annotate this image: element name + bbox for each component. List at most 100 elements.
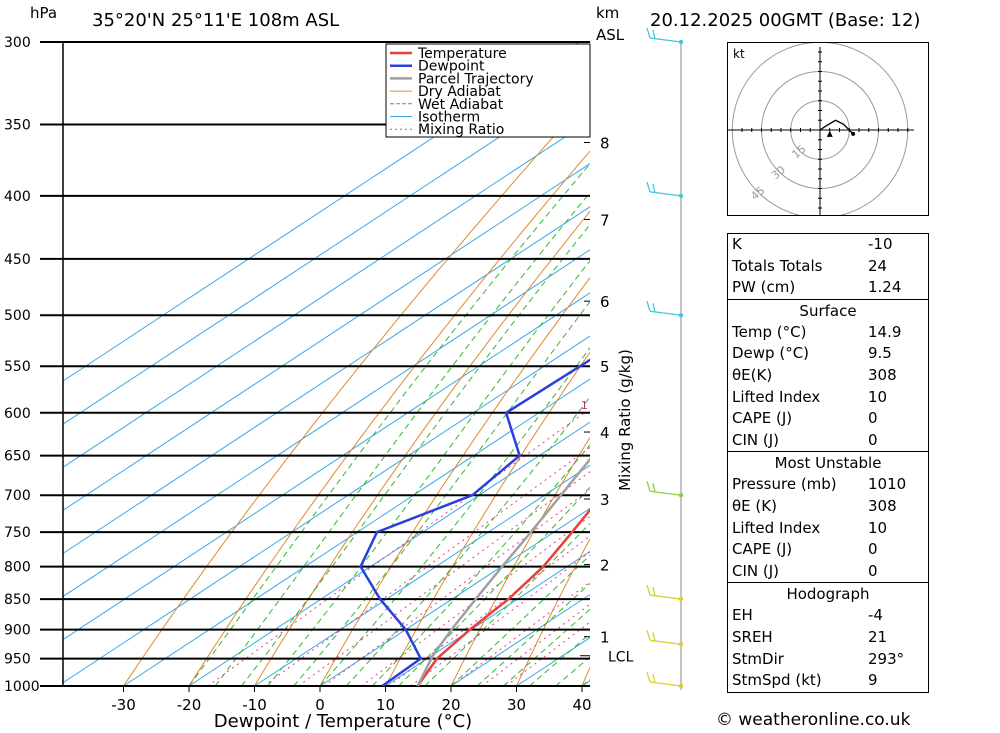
temperature-tick-label: -20 [177, 696, 202, 714]
index-row: CAPE (J) 0 [728, 408, 928, 430]
index-label: Pressure (mb) [732, 475, 837, 494]
index-value: 1.24 [868, 278, 902, 297]
index-row: CIN (J) 0 [728, 561, 928, 583]
pressure-tick-label: 1000 [4, 679, 40, 695]
index-value: 14.9 [868, 322, 902, 341]
legend-label: Isotherm [418, 110, 480, 126]
index-row: Lifted Index 10 [728, 387, 928, 409]
index-row: Totals Totals 24 [728, 256, 928, 278]
mixing-ratio-line [410, 551, 590, 686]
wind-barb [646, 481, 684, 498]
temperature-line [416, 508, 590, 686]
index-value: 9.5 [868, 344, 892, 363]
temperature-tick-label: -10 [242, 696, 267, 714]
temperature-tick-label: 10 [376, 696, 395, 714]
hodograph-ring-label: 30 [769, 163, 788, 182]
index-label: CIN (J) [732, 430, 780, 449]
index-row: PW (cm) 1.24 [728, 277, 928, 299]
index-value: 21 [868, 627, 888, 646]
isotherm-line [123, 378, 590, 686]
index-value: 1010 [868, 475, 907, 494]
index-label: Totals Totals [732, 256, 823, 275]
index-label: PW (cm) [732, 278, 796, 297]
index-row: CIN (J) 0 [728, 430, 928, 452]
mixing-ratio-axis-title: Mixing Ratio (g/kg) [616, 349, 634, 491]
index-row: Lifted Index 10 [728, 518, 928, 540]
hodograph-ring-label: 15 [789, 142, 808, 161]
index-value: 0 [868, 430, 878, 449]
isotherm-line [254, 464, 590, 686]
isotherm-line [63, 206, 590, 555]
storm-motion-marker [826, 130, 833, 137]
legend-label: Parcel Trajectory [418, 71, 534, 87]
index-label: StmDir [732, 649, 784, 668]
index-row: K -10 [728, 234, 928, 256]
height-km-label: 3 [600, 491, 610, 509]
hodograph-panel: kt 15 30 45 [727, 41, 929, 219]
legend-label: Wet Adiabat [418, 97, 504, 113]
sounding-series [359, 358, 590, 686]
index-row: CAPE (J) 0 [728, 539, 928, 561]
legend-label: Dewpoint [418, 59, 485, 75]
isotherm-line [63, 335, 590, 684]
height-km-label: 1 [600, 629, 610, 647]
index-row: Temp (°C) 14.9 [728, 322, 928, 344]
index-value: 308 [868, 365, 897, 384]
mixing-ratio-value: 2 [634, 399, 641, 412]
km-unit-label: km [596, 4, 620, 22]
pressure-tick-label: 400 [4, 189, 31, 205]
mixing-ratio-line [388, 535, 590, 686]
index-row: θE(K) 308 [728, 365, 928, 387]
index-label: CIN (J) [732, 561, 780, 580]
hodograph-section-title: Hodograph [728, 582, 928, 605]
index-value: 308 [868, 496, 897, 515]
pressure-tick-label: 700 [4, 488, 31, 504]
wind-barb [646, 584, 684, 602]
datetime-title: 20.12.2025 00GMT (Base: 12) [650, 10, 921, 31]
index-value: 24 [868, 256, 888, 275]
most-unstable-section-title: Most Unstable [728, 451, 928, 474]
pressure-tick-label: 550 [4, 359, 31, 375]
hodograph-trace [819, 119, 854, 135]
temperature-tick-label: 20 [441, 696, 460, 714]
legend-label: Mixing Ratio [418, 122, 504, 138]
index-label: CAPE (J) [732, 409, 793, 428]
index-value: 0 [868, 561, 878, 580]
height-km-label: 7 [600, 211, 610, 229]
index-row: StmDir 293° [728, 649, 928, 671]
wet-adiabat-line [214, 191, 590, 686]
height-km-label: 2 [600, 557, 610, 575]
pressure-tick-label: 350 [4, 117, 31, 133]
isotherm-line [385, 550, 590, 686]
wet-adiabat-line [503, 608, 590, 686]
parcel-trajectory-line [416, 457, 590, 686]
isotherm-line [319, 507, 590, 686]
wet-adiabat-line [398, 486, 590, 686]
height-km-label: 8 [600, 134, 610, 152]
pressure-tick-label: 900 [4, 623, 31, 639]
indices-panel: K -10 Totals Totals 24 PW (cm) 1.24 Surface T… [727, 233, 929, 693]
index-value: 0 [868, 409, 878, 428]
index-row: Dewp (°C) 9.5 [728, 343, 928, 365]
mixing-ratio-value: 4 [691, 399, 698, 412]
index-value: 10 [868, 518, 888, 537]
dry-adiabat-line [123, 95, 590, 686]
index-value: 10 [868, 387, 888, 406]
pressure-tick-label: 500 [4, 308, 31, 324]
surface-section-title: Surface [728, 298, 928, 322]
index-row: Pressure (mb) 1010 [728, 474, 928, 496]
isotherm-line [63, 76, 590, 425]
mixing-ratio-value: 3 [667, 399, 674, 412]
mixing-ratio-line [298, 471, 590, 686]
dry-adiabat-line [975, 42, 1000, 686]
index-label: Temp (°C) [732, 322, 807, 341]
wind-barb [646, 630, 684, 647]
index-label: θE(K) [732, 365, 773, 384]
index-value: 0 [868, 540, 878, 559]
wet-adiabat-line [293, 300, 590, 686]
dry-adiabat-line [188, 150, 590, 686]
temperature-tick-label: 0 [315, 696, 325, 714]
index-value: -4 [868, 606, 883, 625]
isotherm-line [188, 421, 590, 686]
